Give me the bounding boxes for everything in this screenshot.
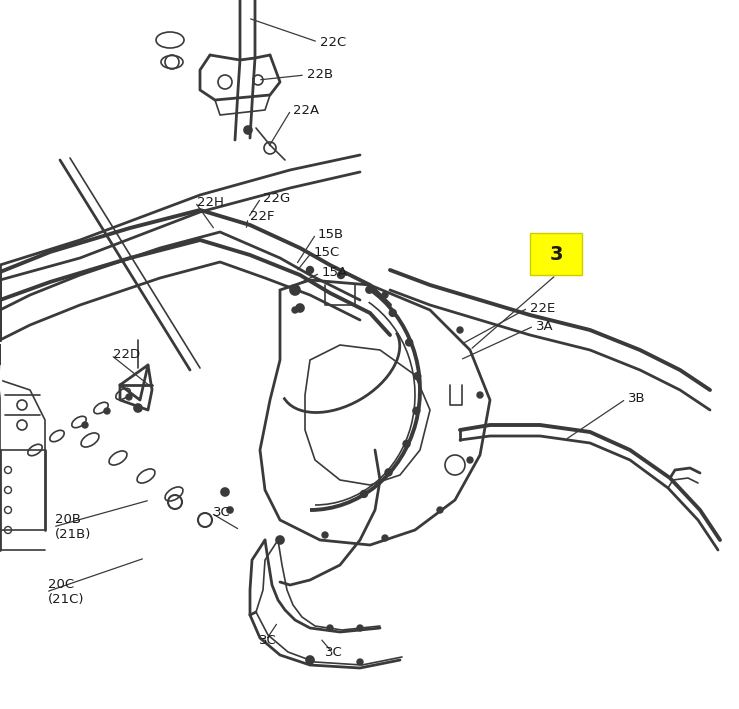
Circle shape <box>357 625 363 631</box>
Text: 15B: 15B <box>318 228 344 240</box>
Text: 3: 3 <box>549 245 563 264</box>
Text: 3C: 3C <box>213 506 231 520</box>
Circle shape <box>292 307 298 313</box>
Text: 3C: 3C <box>259 634 277 647</box>
Circle shape <box>296 304 304 312</box>
Text: 22G: 22G <box>263 191 290 204</box>
Circle shape <box>290 285 300 295</box>
Text: 20B
(21B): 20B (21B) <box>55 513 92 541</box>
Text: 22C: 22C <box>320 35 347 48</box>
Text: 3B: 3B <box>628 393 646 406</box>
Circle shape <box>389 309 396 316</box>
Circle shape <box>221 488 229 496</box>
Circle shape <box>244 126 252 134</box>
Circle shape <box>385 469 392 476</box>
Circle shape <box>414 372 420 379</box>
Circle shape <box>361 491 367 498</box>
Circle shape <box>338 272 344 279</box>
Circle shape <box>467 457 473 463</box>
Circle shape <box>366 286 373 294</box>
Circle shape <box>406 339 412 346</box>
Text: 15A: 15A <box>322 267 348 279</box>
Circle shape <box>413 408 420 414</box>
Circle shape <box>457 327 463 333</box>
Circle shape <box>382 535 388 541</box>
Circle shape <box>307 267 313 274</box>
Circle shape <box>477 392 483 398</box>
Circle shape <box>126 394 132 400</box>
Text: 20C
(21C): 20C (21C) <box>48 578 84 606</box>
Text: 22A: 22A <box>293 104 319 116</box>
Circle shape <box>104 408 110 414</box>
Text: 3A: 3A <box>536 320 554 333</box>
Polygon shape <box>0 120 2 148</box>
Circle shape <box>322 532 328 538</box>
Circle shape <box>306 656 314 664</box>
Circle shape <box>134 404 142 412</box>
Circle shape <box>437 507 443 513</box>
Text: 22B: 22B <box>307 69 333 82</box>
Text: 22E: 22E <box>530 301 555 315</box>
Text: 22H: 22H <box>197 196 224 208</box>
Circle shape <box>276 536 284 544</box>
Circle shape <box>327 625 333 631</box>
Text: 22D: 22D <box>113 349 140 362</box>
Polygon shape <box>0 365 2 400</box>
Circle shape <box>357 659 363 665</box>
Text: 15C: 15C <box>314 245 340 259</box>
Circle shape <box>82 422 88 428</box>
Circle shape <box>382 292 388 298</box>
FancyBboxPatch shape <box>530 233 582 275</box>
Text: 22F: 22F <box>250 209 274 223</box>
Text: 3C: 3C <box>325 645 343 659</box>
Circle shape <box>403 440 410 447</box>
Circle shape <box>227 507 233 513</box>
